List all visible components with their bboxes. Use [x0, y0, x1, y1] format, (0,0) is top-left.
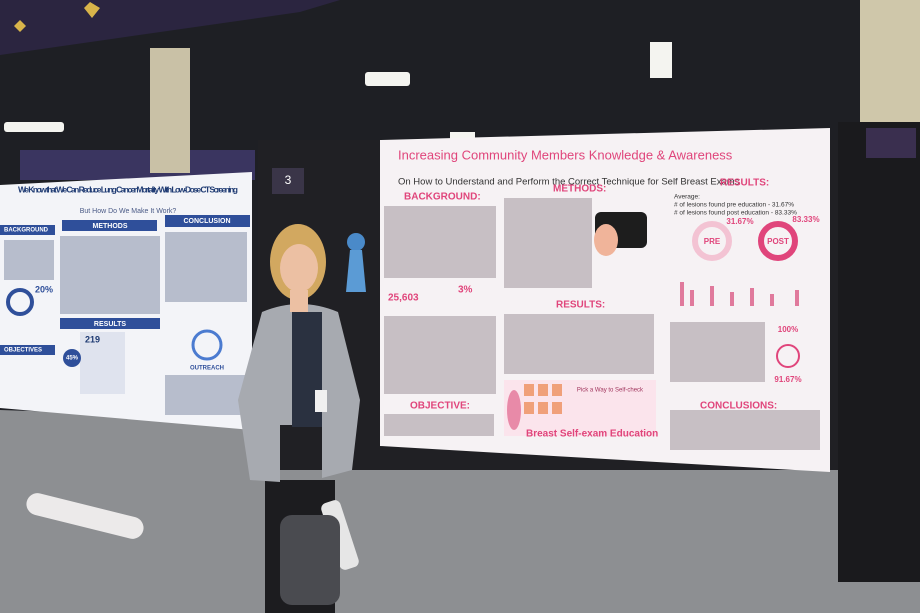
board-right — [838, 122, 920, 582]
backpack — [280, 515, 340, 605]
section-header: METHODS: — [553, 184, 606, 195]
section-header: CONCLUSIONS: — [700, 401, 777, 412]
banner-title: Breast Self-exam Education — [526, 429, 658, 440]
section-header: RESULTS — [94, 321, 126, 328]
badge — [315, 390, 327, 412]
tile — [552, 402, 562, 414]
left-subtitle: But How Do We Make It Work? — [80, 208, 177, 215]
bar — [750, 288, 754, 306]
section-header: BACKGROUND — [4, 228, 49, 234]
stat: 219 — [85, 334, 100, 344]
bar — [680, 282, 684, 306]
donut-label: PRE — [704, 237, 721, 246]
section-header: METHODS — [93, 223, 128, 230]
figure — [507, 390, 521, 430]
stat: 45% — [66, 356, 79, 362]
light — [650, 42, 672, 78]
section-header: CONCLUSION — [183, 218, 230, 225]
tile — [538, 384, 548, 396]
results-line: Average: — [674, 194, 700, 201]
text-block — [670, 410, 820, 450]
breast-model — [594, 224, 618, 256]
header-bar — [0, 345, 55, 355]
icon — [6, 288, 34, 316]
results-line: # of lesions found pre education - 31.67… — [674, 202, 794, 209]
banner-caption: Pick a Way to Self-check — [577, 388, 644, 394]
left-title: We Know that We Can Reduce Lung Cancer M… — [18, 184, 238, 194]
stat: 83.33% — [792, 215, 819, 224]
section-header: OBJECTIVES — [4, 348, 42, 354]
text-block — [384, 316, 496, 394]
donut-label: POST — [767, 237, 789, 246]
text-block — [165, 232, 247, 302]
neck — [290, 290, 308, 312]
icon-label: OUTREACH — [190, 366, 224, 372]
panel — [80, 332, 125, 394]
body-text — [4, 232, 247, 415]
tile — [524, 384, 534, 396]
star — [84, 2, 100, 18]
text-block — [504, 314, 654, 374]
right-title: Increasing Community Members Knowledge &… — [398, 147, 733, 162]
bar — [795, 290, 799, 306]
bar — [710, 286, 714, 306]
number-plate — [272, 168, 304, 194]
bar — [690, 290, 694, 306]
stat: 25,603 — [388, 293, 419, 304]
donut — [758, 221, 798, 261]
section-header: OBJECTIVE: — [410, 401, 470, 412]
stat: 91.67% — [774, 375, 801, 384]
header-bar — [60, 318, 160, 329]
banner — [0, 0, 340, 55]
header-bar — [0, 225, 55, 235]
text-block — [60, 236, 160, 314]
icon — [63, 349, 81, 367]
text-block — [165, 375, 247, 415]
tile — [538, 402, 548, 414]
stat: 3% — [458, 285, 473, 296]
pillar — [860, 0, 920, 125]
donut — [692, 221, 732, 261]
stat: 20% — [35, 284, 53, 294]
light — [365, 72, 410, 86]
pillar — [150, 48, 190, 173]
header-bar — [62, 220, 157, 231]
light — [450, 132, 475, 141]
icon — [191, 329, 223, 361]
text-block — [504, 198, 592, 288]
ribbon — [347, 233, 365, 251]
bar — [770, 294, 774, 306]
ribbon-tail — [346, 250, 366, 292]
header-bar — [165, 215, 250, 227]
right-subtitle: On How to Understand and Perform the Cor… — [398, 177, 740, 188]
star — [14, 20, 26, 32]
bar — [730, 292, 734, 306]
tile — [552, 384, 562, 396]
section-header: RESULTS: — [720, 178, 769, 189]
board-number: 3 — [285, 173, 292, 187]
light — [4, 122, 64, 132]
sign — [866, 128, 916, 158]
section-header: RESULTS: — [556, 300, 605, 311]
text-block — [384, 206, 496, 278]
icon — [776, 344, 800, 368]
text-block — [384, 414, 494, 436]
stat: 100% — [778, 325, 798, 334]
text-block — [4, 240, 54, 280]
tile — [524, 402, 534, 414]
stat: 31.67% — [726, 217, 753, 226]
poster-tube — [26, 493, 144, 539]
results-line: # of lesions found post education - 83.3… — [674, 210, 797, 217]
face — [280, 244, 318, 292]
text-block — [670, 322, 765, 382]
section-header: BACKGROUND: — [404, 192, 481, 203]
